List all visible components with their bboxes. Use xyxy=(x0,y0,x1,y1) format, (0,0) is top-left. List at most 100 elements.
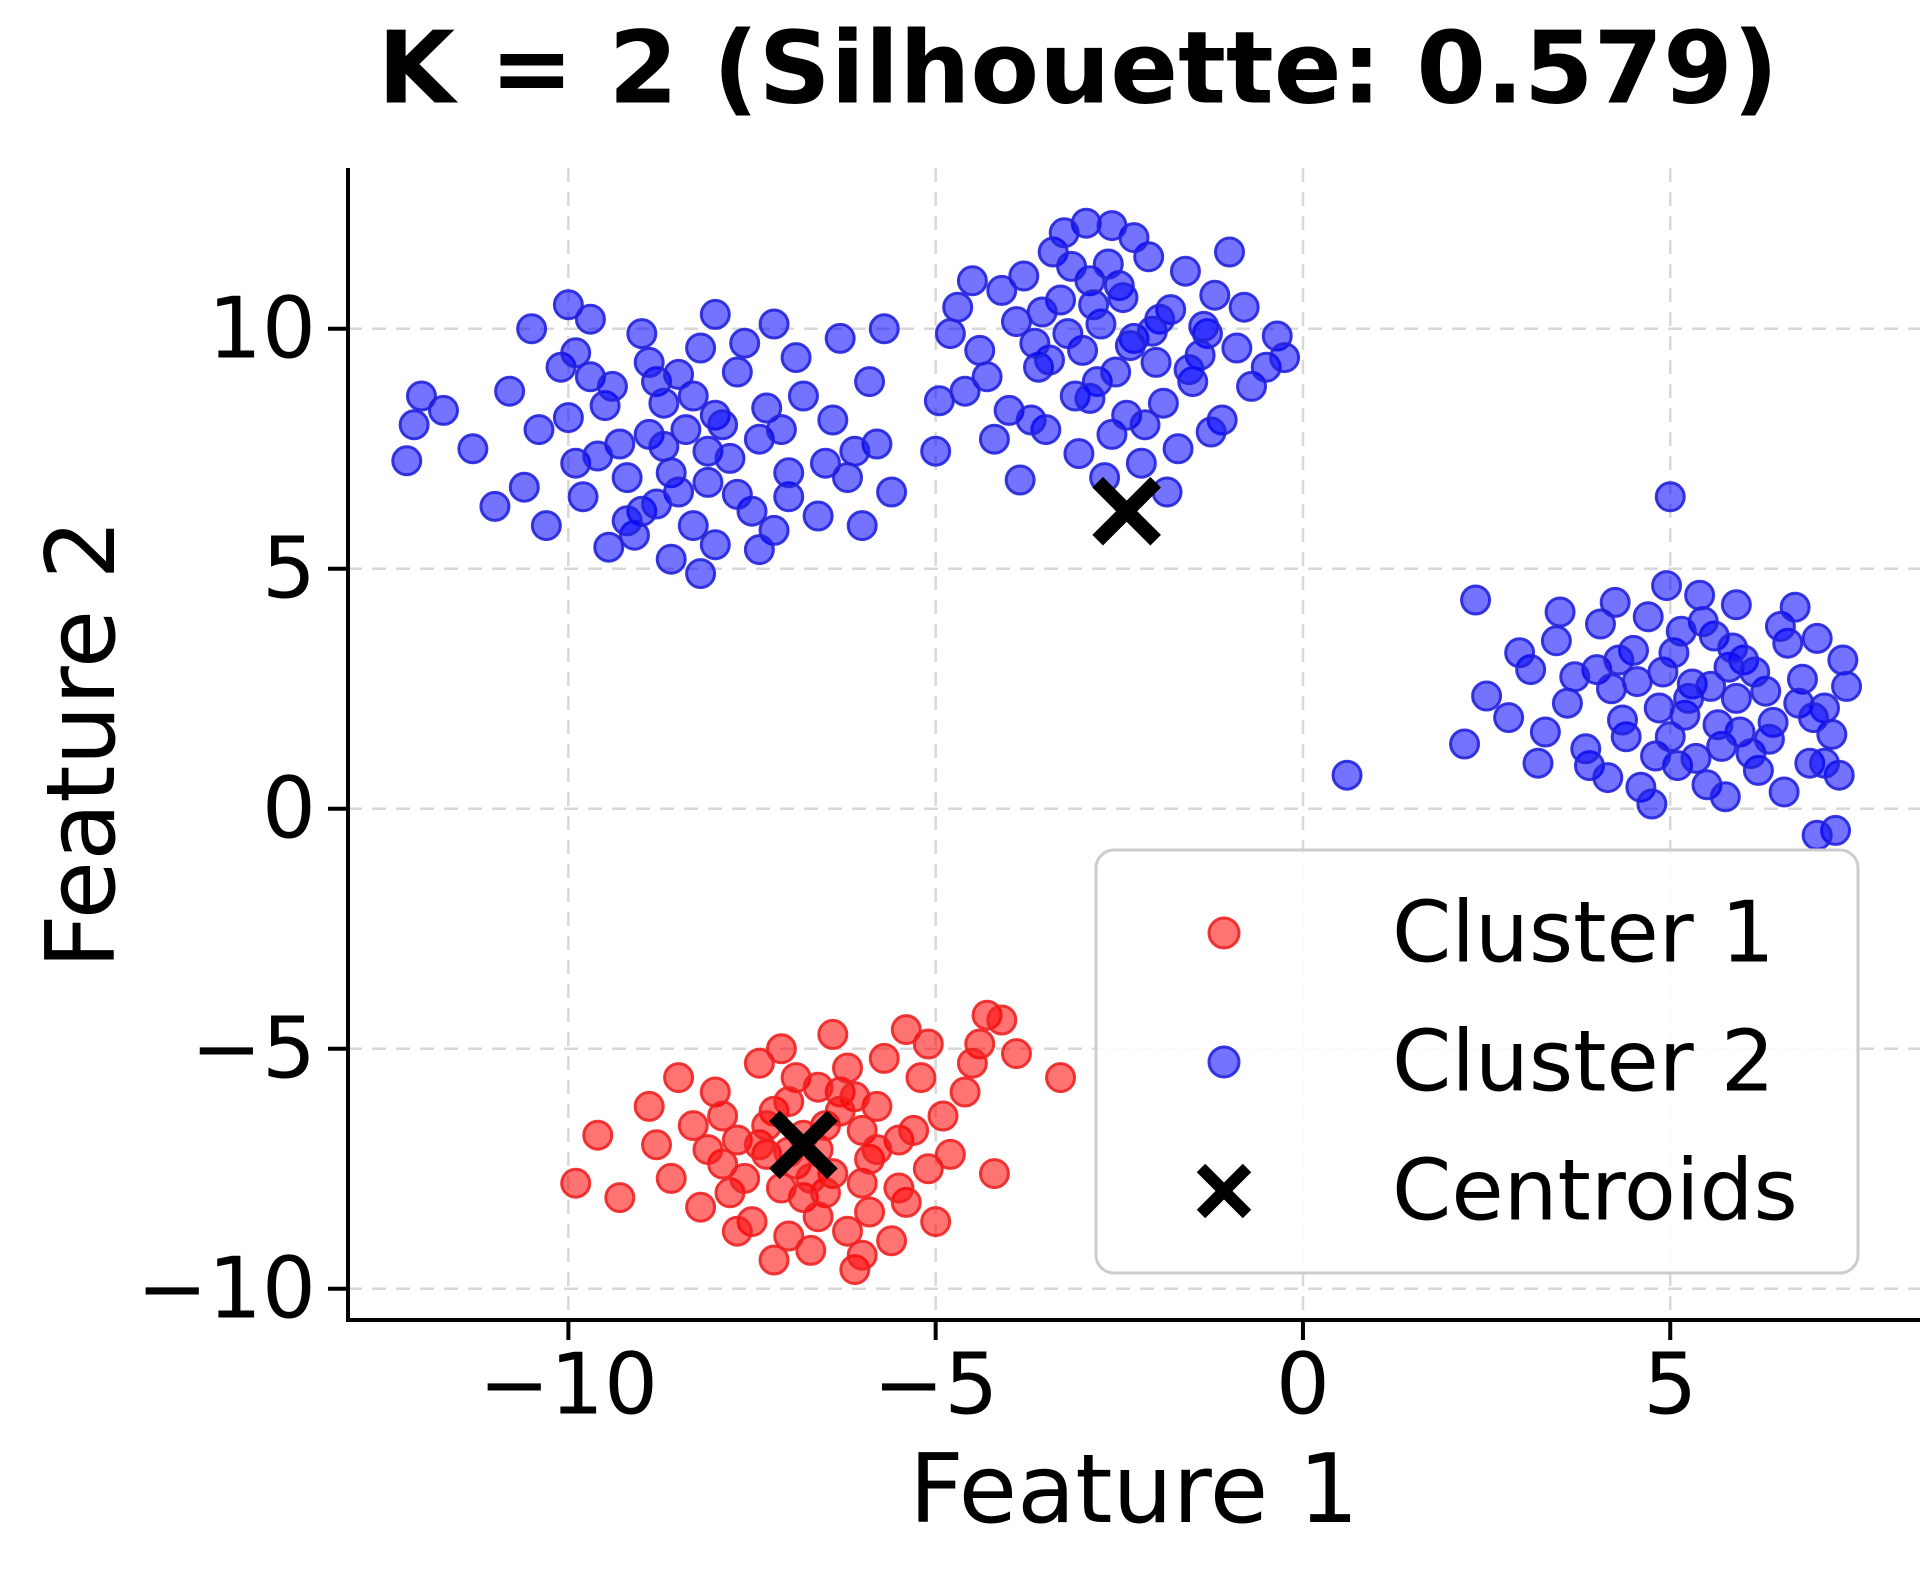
x-axis-tick-label: 0 xyxy=(1276,1336,1330,1435)
legend-item-cluster2: Cluster 2 xyxy=(1392,1013,1775,1112)
data-point xyxy=(956,265,988,297)
data-point xyxy=(1797,702,1829,734)
data-point xyxy=(641,1129,673,1161)
data-point xyxy=(832,1052,864,1084)
legend-cluster1-dot-icon xyxy=(1207,916,1241,950)
data-point xyxy=(912,1153,944,1185)
data-point xyxy=(923,385,955,417)
data-point xyxy=(1665,615,1697,647)
data-point xyxy=(604,1182,636,1214)
series-centroids xyxy=(769,476,1161,1180)
data-point xyxy=(582,440,614,472)
data-point xyxy=(1632,601,1664,633)
data-point xyxy=(427,394,459,426)
data-point xyxy=(641,488,673,520)
data-point xyxy=(1052,318,1084,350)
data-point xyxy=(1592,762,1624,794)
data-point xyxy=(986,274,1018,306)
data-point xyxy=(1026,296,1058,328)
data-point xyxy=(596,370,628,402)
data-point xyxy=(1540,625,1572,657)
legend-cluster2-dot-icon xyxy=(1207,1045,1241,1079)
data-point xyxy=(1504,637,1536,669)
legend-box xyxy=(1094,848,1860,1275)
axes: −10 −5 0 5 10 5 0 −5 −10 xyxy=(137,168,1920,1435)
data-point xyxy=(795,1162,827,1194)
data-point xyxy=(1584,608,1616,640)
data-point xyxy=(1221,332,1253,364)
data-point xyxy=(773,457,805,489)
data-point xyxy=(949,375,981,407)
data-point xyxy=(1621,666,1653,698)
data-point xyxy=(685,1191,717,1223)
data-point xyxy=(633,1090,665,1122)
data-point xyxy=(758,1244,790,1276)
data-point xyxy=(1603,644,1635,676)
data-point xyxy=(1779,591,1811,623)
data-point xyxy=(1809,747,1841,779)
data-point xyxy=(560,1167,592,1199)
data-point xyxy=(1125,447,1157,479)
data-point xyxy=(699,529,731,561)
data-point xyxy=(1000,1038,1032,1070)
data-point xyxy=(611,462,643,494)
data-point xyxy=(1684,579,1716,611)
data-point xyxy=(1522,747,1554,779)
data-point xyxy=(1213,236,1245,268)
data-point xyxy=(846,510,878,542)
chart-title: K = 2 (Silhouette: 0.579) xyxy=(378,10,1779,127)
data-point xyxy=(854,366,886,398)
data-point xyxy=(1074,382,1106,414)
data-point xyxy=(692,1134,724,1166)
data-point xyxy=(1019,327,1051,359)
data-point xyxy=(685,558,717,590)
legend-item-centroids: Centroids xyxy=(1392,1142,1798,1241)
data-point xyxy=(758,308,790,340)
data-point xyxy=(802,1071,834,1103)
data-point xyxy=(751,392,783,424)
data-point xyxy=(1460,584,1492,616)
data-point xyxy=(809,447,841,479)
data-point xyxy=(1136,315,1168,347)
data-point xyxy=(1107,282,1139,314)
data-point xyxy=(648,430,680,462)
data-point xyxy=(677,380,709,412)
data-point xyxy=(692,466,724,498)
data-point xyxy=(1654,481,1686,513)
data-point xyxy=(1529,716,1561,748)
data-point xyxy=(817,1018,849,1050)
data-point xyxy=(721,478,753,510)
data-point xyxy=(574,303,606,335)
data-point xyxy=(516,313,548,345)
data-point xyxy=(593,531,625,563)
data-point xyxy=(773,1086,805,1118)
data-point xyxy=(1199,279,1231,311)
data-point xyxy=(780,342,812,374)
data-point xyxy=(942,291,974,323)
data-point xyxy=(523,414,555,446)
data-point xyxy=(391,445,423,477)
legend-item-cluster1: Cluster 1 xyxy=(1392,884,1775,983)
data-point xyxy=(743,534,775,566)
data-point xyxy=(552,402,584,434)
data-point xyxy=(802,1201,834,1233)
data-point xyxy=(508,471,540,503)
data-point xyxy=(1228,291,1260,323)
data-point xyxy=(1331,759,1363,791)
data-point xyxy=(1129,409,1161,441)
data-point xyxy=(795,1234,827,1266)
data-point xyxy=(1140,346,1172,378)
data-point xyxy=(655,1162,687,1194)
data-point xyxy=(1048,217,1080,249)
data-point xyxy=(729,1162,761,1194)
data-point xyxy=(398,409,430,441)
data-point xyxy=(729,327,761,359)
data-point xyxy=(648,387,680,419)
data-point xyxy=(978,423,1010,455)
data-point xyxy=(978,1158,1010,1190)
data-point xyxy=(912,1028,944,1060)
data-point xyxy=(494,375,526,407)
data-point xyxy=(883,1172,915,1204)
data-point xyxy=(1493,702,1525,734)
